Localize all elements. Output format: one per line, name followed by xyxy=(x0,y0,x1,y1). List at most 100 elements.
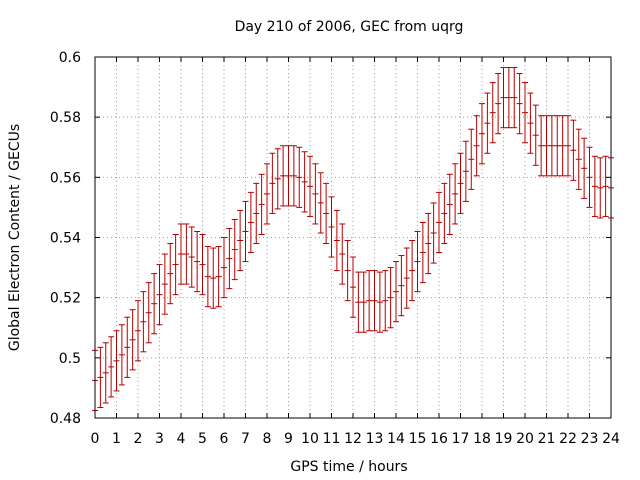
data-point xyxy=(290,145,297,207)
y-axis-label: Global Electron Content / GECUs xyxy=(7,124,23,351)
data-point xyxy=(495,73,502,135)
data-point xyxy=(124,316,131,378)
data-point xyxy=(221,237,227,299)
data-point xyxy=(473,115,480,177)
data-point xyxy=(554,115,561,177)
y-tick-label: 0.48 xyxy=(50,411,81,427)
x-tick-label: 17 xyxy=(452,431,470,447)
data-point xyxy=(307,155,313,217)
x-tick-label: 21 xyxy=(538,431,556,447)
data-point xyxy=(151,273,158,335)
x-tick-label: 10 xyxy=(301,431,319,447)
data-point xyxy=(516,73,523,135)
data-point xyxy=(387,267,394,329)
data-point xyxy=(371,270,378,332)
x-tick-label: 5 xyxy=(198,431,207,447)
data-point xyxy=(312,163,319,225)
data-point xyxy=(274,148,281,210)
x-tick-label: 24 xyxy=(602,431,620,447)
data-point xyxy=(350,256,356,318)
data-point xyxy=(462,140,469,202)
data-point xyxy=(532,104,539,166)
y-tick-label: 0.56 xyxy=(50,170,81,186)
data-point xyxy=(210,247,217,309)
data-point xyxy=(339,223,346,285)
data-point xyxy=(333,209,340,272)
x-tick-label: 19 xyxy=(495,431,513,447)
data-point xyxy=(360,271,367,333)
data-point xyxy=(597,157,604,219)
data-point xyxy=(376,271,383,333)
y-tick-label: 0.5 xyxy=(59,351,81,367)
data-point xyxy=(548,115,555,177)
x-tick-label: 6 xyxy=(220,431,229,447)
y-tick-label: 0.6 xyxy=(59,50,81,66)
data-point xyxy=(242,200,249,263)
data-point xyxy=(118,324,125,386)
data-point xyxy=(559,115,566,177)
x-tick-label: 20 xyxy=(516,431,534,447)
data-point xyxy=(522,82,528,144)
data-point xyxy=(156,264,163,326)
data-point xyxy=(393,261,399,323)
x-tick-label: 8 xyxy=(263,431,272,447)
x-tick-label: 22 xyxy=(559,431,577,447)
data-point xyxy=(280,145,287,207)
data-point xyxy=(414,230,421,293)
x-tick-label: 12 xyxy=(344,431,362,447)
data-point xyxy=(398,255,405,317)
x-tick-label: 18 xyxy=(473,431,491,447)
data-point xyxy=(366,270,373,332)
data-point xyxy=(543,115,550,177)
x-tick-label: 15 xyxy=(409,431,427,447)
data-point xyxy=(183,223,190,285)
data-point xyxy=(167,243,174,305)
data-point xyxy=(591,155,598,217)
data-point xyxy=(419,221,426,284)
data-point xyxy=(575,128,582,190)
data-point xyxy=(172,233,179,296)
data-point xyxy=(489,82,496,144)
x-tick-labels: 0 1 2 3 4 5 6 7 8 9 10 11 12 13 14 15 16 17 18 19 20 21 22 23 24 xyxy=(91,431,620,447)
y-tick-label: 0.58 xyxy=(50,110,81,126)
data-point xyxy=(430,202,437,264)
data-point xyxy=(355,271,362,333)
data-point xyxy=(237,209,244,272)
x-tick-label: 2 xyxy=(134,431,143,447)
y-tick-labels: 0.48 0.5 0.52 0.54 0.56 0.58 0.6 xyxy=(50,50,81,427)
data-point xyxy=(108,336,115,398)
data-point xyxy=(301,151,308,213)
x-tick-label: 1 xyxy=(112,431,121,447)
data-point xyxy=(264,163,270,225)
error-bars xyxy=(92,67,614,411)
data-point xyxy=(602,155,609,217)
data-point xyxy=(511,67,518,129)
x-tick-label: 0 xyxy=(91,431,100,447)
data-point xyxy=(457,152,464,214)
data-point xyxy=(468,128,475,190)
x-tick-label: 16 xyxy=(430,431,448,447)
plot-frame xyxy=(94,56,612,419)
data-point xyxy=(231,218,238,281)
data-point xyxy=(527,92,534,154)
data-point xyxy=(178,223,184,285)
data-point xyxy=(570,119,577,181)
data-point xyxy=(102,342,109,404)
data-point xyxy=(285,145,292,207)
data-point xyxy=(565,115,571,177)
x-tick-label: 14 xyxy=(387,431,405,447)
data-point xyxy=(581,137,588,199)
data-point xyxy=(161,253,168,315)
data-point xyxy=(425,212,432,275)
data-point xyxy=(328,196,335,258)
data-point xyxy=(97,346,104,408)
data-point xyxy=(247,191,254,254)
x-axis-label: GPS time / hours xyxy=(290,459,407,475)
data-point xyxy=(194,230,201,293)
y-tick-label: 0.52 xyxy=(50,291,81,307)
data-point xyxy=(436,191,442,254)
data-point xyxy=(344,240,351,302)
data-point xyxy=(145,282,152,344)
data-point xyxy=(135,300,141,362)
